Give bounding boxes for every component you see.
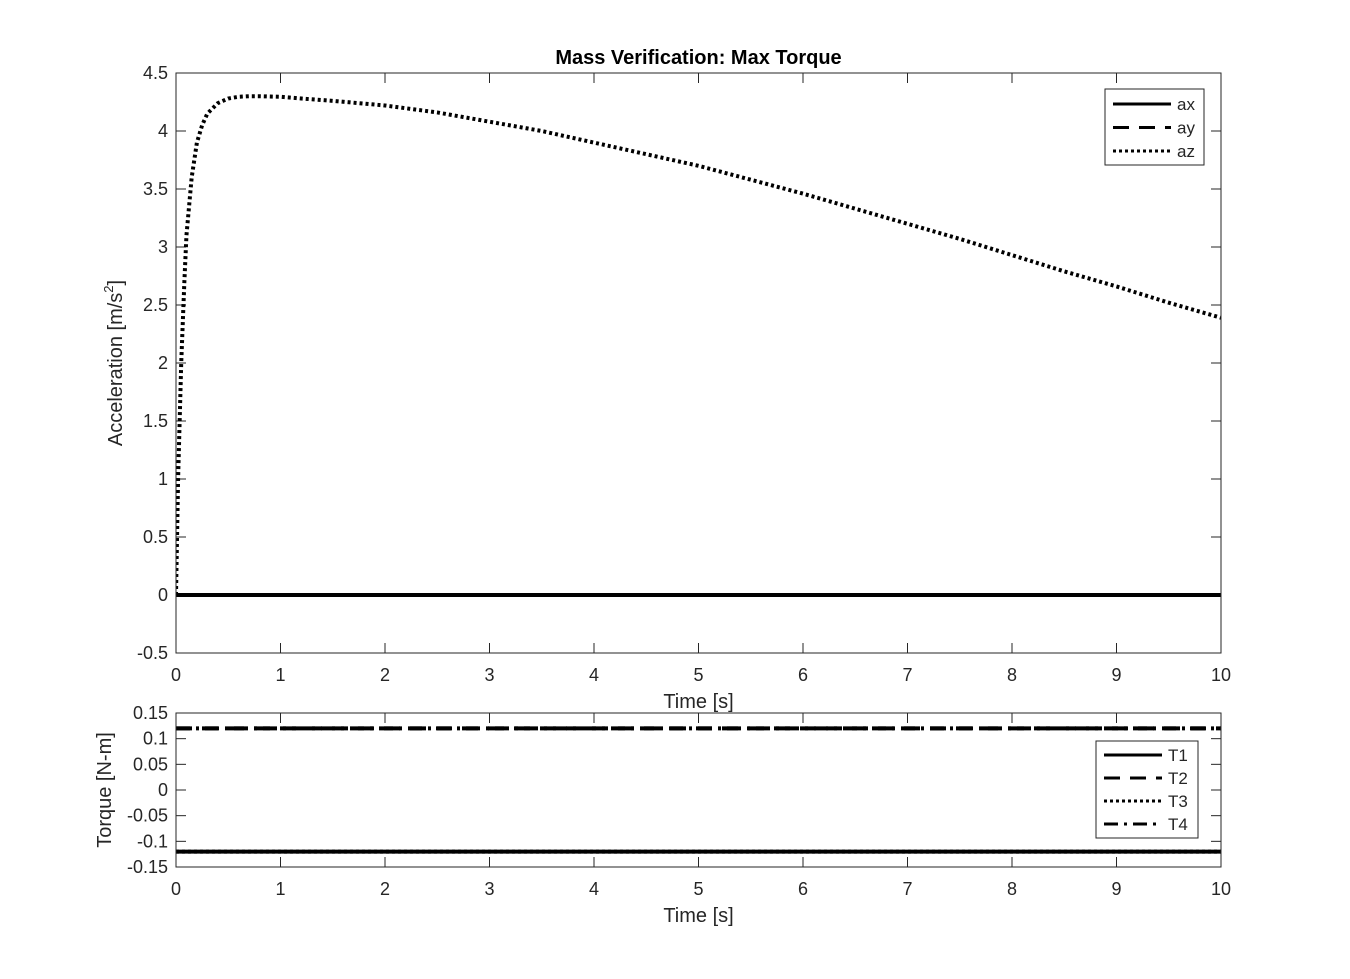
y-tick-label: 0.15: [133, 703, 168, 723]
y-tick-label: 3: [158, 237, 168, 257]
y-tick-label: 4: [158, 121, 168, 141]
x-tick-label: 10: [1211, 879, 1231, 899]
y-tick-label: 0.5: [143, 527, 168, 547]
x-tick-label: 7: [902, 879, 912, 899]
y-tick-label: -0.1: [137, 831, 168, 851]
y-axis-label-superscript: 2: [101, 285, 116, 292]
x-tick-label: 7: [902, 665, 912, 685]
x-tick-label: 6: [798, 665, 808, 685]
x-tick-label: 6: [798, 879, 808, 899]
y-axis-label-main: Acceleration [m/s: [105, 293, 127, 446]
acceleration-chart: Mass Verification: Max Torque 0 1 2 3 4 5 6 7 8 9…: [101, 47, 1231, 713]
acceleration-x-axis-label: Time [s]: [663, 691, 733, 713]
acceleration-axes-box: [175, 72, 1222, 654]
y-tick-label: -0.5: [137, 643, 168, 663]
legend-label-T3: T3: [1168, 792, 1188, 811]
x-tick-label: 1: [275, 665, 285, 685]
chart-title: Mass Verification: Max Torque: [555, 47, 841, 69]
x-tick-label: 3: [484, 879, 494, 899]
x-tick-label: 5: [693, 665, 703, 685]
acceleration-plot-area: 0 1 2 3 4 5 6 7 8 9 10-0.500.511.522.533.544.5: [137, 63, 1231, 685]
x-tick-label: 2: [380, 879, 390, 899]
legend-label-T2: T2: [1168, 769, 1188, 788]
x-tick-label: 5: [693, 879, 703, 899]
torque-plot-area: 0 1 2 3 4 5 6 7 8 9 10 -0.15 -0.1 -0.05 0 0.05 0.1 0.15: [127, 703, 1231, 899]
y-tick-label: 3.5: [143, 179, 168, 199]
legend-label-ax: ax: [1177, 95, 1195, 114]
y-tick-label: 4.5: [143, 63, 168, 83]
torque-chart: 0 1 2 3 4 5 6 7 8 9 10 -0.15 -0.1 -0.05 0 0.05 0.1 0.15 T…: [94, 703, 1231, 927]
acceleration-y-axis-label: Acceleration [m/s2]: [101, 280, 127, 446]
x-tick-label: 9: [1111, 665, 1121, 685]
y-tick-label: -0.05: [127, 806, 168, 826]
y-tick-label: 0.1: [143, 729, 168, 749]
y-tick-label: -0.15: [127, 857, 168, 877]
x-tick-label: 0: [171, 879, 181, 899]
legend-label-az: az: [1177, 142, 1195, 161]
y-axis-label-close: ]: [105, 280, 127, 286]
x-tick-label: 4: [589, 879, 599, 899]
legend-label-T4: T4: [1168, 815, 1188, 834]
x-tick-label: 0: [171, 665, 181, 685]
x-tick-label: 1: [275, 879, 285, 899]
torque-legend: T1 T2 T3 T4: [1095, 740, 1199, 839]
x-tick-label: 2: [380, 665, 390, 685]
y-tick-label: 2: [158, 353, 168, 373]
series-line-az: [176, 94, 1221, 596]
x-tick-label: 4: [589, 665, 599, 685]
x-tick-label: 9: [1111, 879, 1121, 899]
legend-label-ay: ay: [1177, 119, 1195, 138]
torque-y-axis-label: Torque [N-m]: [94, 732, 116, 848]
y-tick-label: 0: [158, 585, 168, 605]
torque-legend-box: [1095, 740, 1199, 839]
x-tick-label: 8: [1007, 879, 1017, 899]
y-tick-label: 1: [158, 469, 168, 489]
acceleration-legend: ax ay az: [1104, 88, 1205, 166]
y-tick-label: 0.05: [133, 754, 168, 774]
x-tick-label: 10: [1211, 665, 1231, 685]
y-tick-label: 1.5: [143, 411, 168, 431]
y-tick-label: 2.5: [143, 295, 168, 315]
legend-label-T1: T1: [1168, 746, 1188, 765]
y-tick-label: 0: [158, 780, 168, 800]
torque-x-axis-label: Time [s]: [663, 905, 733, 927]
x-tick-label: 3: [484, 665, 494, 685]
x-tick-label: 8: [1007, 665, 1017, 685]
torque-axes-box: [175, 712, 1222, 868]
